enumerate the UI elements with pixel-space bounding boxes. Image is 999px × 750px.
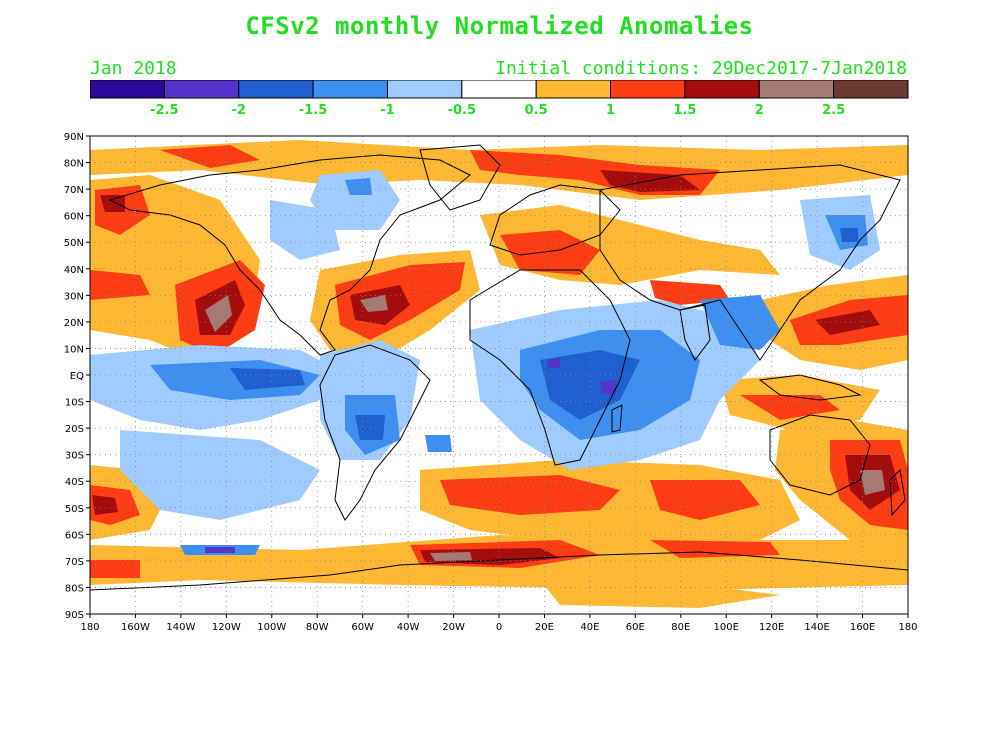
colorbar-tick-label: 2.5 bbox=[822, 103, 845, 118]
lon-label: 40E bbox=[580, 622, 599, 633]
lat-label: 40N bbox=[64, 265, 84, 276]
lat-label: 50N bbox=[64, 238, 84, 249]
lat-label: 20N bbox=[64, 318, 84, 329]
lon-label: 140E bbox=[804, 622, 829, 633]
colorbar: -2.5 -2 -1.5 -1 -0.5 0.5 1 1.5 2 2.5 bbox=[90, 80, 909, 118]
lon-label: 60E bbox=[626, 622, 645, 633]
lat-label: 90N bbox=[64, 132, 84, 143]
colorbar-tick-label: 1 bbox=[606, 103, 615, 118]
colorbar-tick-label: -1 bbox=[380, 103, 394, 118]
month-label: Jan 2018 bbox=[90, 58, 177, 79]
colorbar-tick-label: -2.5 bbox=[150, 103, 178, 118]
cool-anomaly-fields bbox=[90, 170, 880, 555]
lat-label: 10N bbox=[64, 344, 84, 355]
lon-label: 120E bbox=[759, 622, 784, 633]
lon-label: 40W bbox=[397, 622, 420, 633]
lat-label: 60S bbox=[65, 530, 84, 541]
lon-label: 80E bbox=[671, 622, 690, 633]
lat-label: 50S bbox=[65, 504, 84, 515]
colorbar-swatch bbox=[833, 80, 909, 99]
lat-label: 70N bbox=[64, 185, 84, 196]
initial-conditions-label: Initial conditions: 29Dec2017-7Jan2018 bbox=[495, 58, 907, 79]
colorbar-tick-label: -1.5 bbox=[299, 103, 327, 118]
lon-label: 160W bbox=[121, 622, 150, 633]
latitude-axis: 90N 80N 70N 60N 50N 40N 30N 20N 10N EQ 10S 20S 30S 40… bbox=[64, 132, 90, 621]
chart-title: CFSv2 monthly Normalized Anomalies bbox=[245, 12, 754, 40]
colorbar-tick-label: -0.5 bbox=[448, 103, 476, 118]
lat-label: EQ bbox=[70, 371, 84, 382]
lat-label: 80N bbox=[64, 159, 84, 170]
lat-label: 60N bbox=[64, 212, 84, 223]
lon-label: 0 bbox=[496, 622, 502, 633]
lon-label: 20W bbox=[442, 622, 465, 633]
lat-label: 30N bbox=[64, 291, 84, 302]
longitude-axis: 180 160W 140W 120W 100W 80W 60W 40W 20W 0 20E 40E 60… bbox=[80, 614, 918, 633]
lon-label: 100E bbox=[714, 622, 739, 633]
colorbar-tick-label: 1.5 bbox=[673, 103, 696, 118]
lon-label: 80W bbox=[306, 622, 329, 633]
lat-label: 10S bbox=[65, 398, 84, 409]
lat-label: 40S bbox=[65, 477, 84, 488]
lat-label: 20S bbox=[65, 424, 84, 435]
lat-label: 80S bbox=[65, 583, 84, 594]
lon-label: 160E bbox=[850, 622, 875, 633]
lon-label: 20E bbox=[535, 622, 554, 633]
colorbar-tick-label: -2 bbox=[232, 103, 246, 118]
lon-label: 120W bbox=[212, 622, 241, 633]
lon-label: 180 bbox=[80, 622, 99, 633]
lon-label: 180 bbox=[898, 622, 917, 633]
colorbar-tick-label: 0.5 bbox=[525, 103, 548, 118]
lon-label: 60W bbox=[351, 622, 374, 633]
lat-label: 30S bbox=[65, 451, 84, 462]
lat-label: 70S bbox=[65, 557, 84, 568]
colorbar-tick-label: 2 bbox=[755, 103, 764, 118]
lon-label: 140W bbox=[166, 622, 195, 633]
lon-label: 100W bbox=[257, 622, 286, 633]
lat-label: 90S bbox=[65, 610, 84, 621]
